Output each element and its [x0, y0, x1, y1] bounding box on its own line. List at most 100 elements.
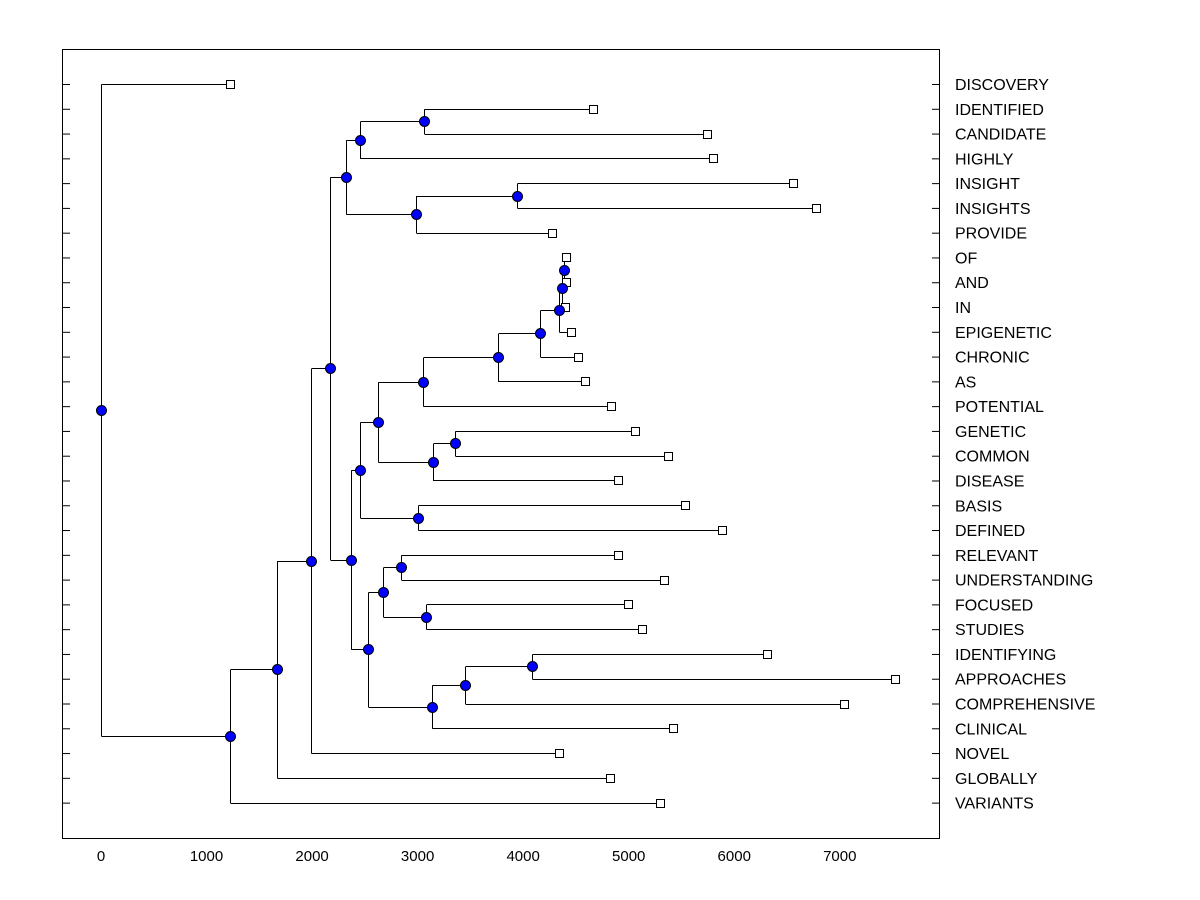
leaf-label: INSIGHTS: [955, 201, 1031, 218]
leaf-label: CANDIDATE: [955, 127, 1046, 144]
leaf-label: BASIS: [955, 498, 1002, 515]
merge-node: [421, 612, 432, 623]
merge-node: [346, 555, 357, 566]
merge-node: [225, 731, 236, 742]
merge-node: [413, 513, 424, 524]
leaf-marker: [638, 625, 647, 634]
x-tick-label: 5000: [612, 848, 645, 865]
merge-node: [306, 556, 317, 567]
merge-node: [557, 283, 568, 294]
merge-node: [396, 562, 407, 573]
merge-node: [554, 305, 565, 316]
leaf-label: NOVEL: [955, 746, 1009, 763]
leaf-markers: [226, 80, 900, 808]
leaf-label: APPROACHES: [955, 672, 1066, 689]
leaf-marker: [614, 551, 623, 560]
leaf-marker: [574, 353, 583, 362]
merge-node: [272, 664, 283, 675]
merge-node: [428, 457, 439, 468]
leaf-marker: [718, 526, 727, 535]
merge-node: [363, 644, 374, 655]
leaf-marker: [681, 501, 690, 510]
merge-node: [527, 661, 538, 672]
leaf-label: DISEASE: [955, 473, 1024, 490]
leaf-marker: [226, 80, 235, 89]
leaf-marker: [664, 452, 673, 461]
merge-node: [418, 377, 429, 388]
leaf-marker: [555, 749, 564, 758]
leaf-label: IDENTIFYING: [955, 647, 1056, 664]
leaf-label: POTENTIAL: [955, 399, 1044, 416]
leaf-marker: [703, 130, 712, 139]
leaf-marker: [656, 799, 665, 808]
branches: [101, 84, 896, 804]
leaf-label: AS: [955, 374, 976, 391]
merge-node: [493, 352, 504, 363]
leaf-label: HIGHLY: [955, 151, 1014, 168]
merge-node: [460, 680, 471, 691]
leaf-marker: [660, 576, 669, 585]
leaf-label: AND: [955, 275, 989, 292]
merge-node: [450, 438, 461, 449]
leaf-label: INSIGHT: [955, 176, 1020, 193]
leaf-marker: [789, 179, 798, 188]
merge-node: [373, 417, 384, 428]
leaf-label: DISCOVERY: [955, 77, 1049, 94]
x-tick-label: 7000: [823, 848, 856, 865]
leaf-marker: [607, 402, 616, 411]
leaf-label: EPIGENETIC: [955, 325, 1052, 342]
leaf-marker: [840, 700, 849, 709]
merge-node: [427, 702, 438, 713]
merge-node: [325, 363, 336, 374]
merge-node: [559, 265, 570, 276]
x-axis: 0 1000 2000 3000 4000 5000 6000 7000: [97, 848, 857, 865]
x-tick-label: 2000: [295, 848, 328, 865]
leaf-marker: [614, 476, 623, 485]
leaf-label: IN: [955, 300, 971, 317]
leaf-label: UNDERSTANDING: [955, 573, 1093, 590]
leaf-label: CHRONIC: [955, 350, 1030, 367]
leaf-marker: [606, 774, 615, 783]
leaf-label: COMPREHENSIVE: [955, 697, 1095, 714]
leaf-marker: [548, 229, 557, 238]
leaf-label: PROVIDE: [955, 226, 1027, 243]
leaf-label: IDENTIFIED: [955, 102, 1044, 119]
leaf-marker: [763, 650, 772, 659]
plot-frame: [62, 49, 940, 839]
leaf-marker: [812, 204, 821, 213]
leaf-labels: DISCOVERY IDENTIFIED CANDIDATE HIGHLY INSIGH…: [955, 77, 1095, 813]
leaf-marker: [567, 328, 576, 337]
leaf-marker: [562, 253, 571, 262]
leaf-marker: [669, 724, 678, 733]
leaf-label: COMMON: [955, 449, 1030, 466]
x-tick-label: 6000: [718, 848, 751, 865]
leaf-label: VARIANTS: [955, 796, 1034, 813]
y-tick-marks: [63, 84, 939, 804]
x-tick-label: 1000: [190, 848, 223, 865]
leaf-label: GENETIC: [955, 424, 1026, 441]
merge-node: [378, 587, 389, 598]
merge-node: [419, 116, 430, 127]
merge-node: [512, 191, 523, 202]
leaf-marker: [624, 600, 633, 609]
leaf-label: RELEVANT: [955, 548, 1039, 565]
x-tick-label: 4000: [506, 848, 539, 865]
leaf-marker: [589, 105, 598, 114]
merge-nodes: [96, 116, 570, 742]
leaf-marker: [709, 154, 718, 163]
leaf-marker: [891, 675, 900, 684]
merge-node: [535, 328, 546, 339]
leaf-label: DEFINED: [955, 523, 1025, 540]
merge-node: [341, 172, 352, 183]
merge-node: [355, 135, 366, 146]
leaf-label: OF: [955, 250, 977, 267]
leaf-label: CLINICAL: [955, 721, 1027, 738]
leaf-label: FOCUSED: [955, 597, 1033, 614]
x-tick-label: 0: [97, 848, 105, 865]
x-tick-label: 3000: [401, 848, 434, 865]
leaf-label: STUDIES: [955, 622, 1024, 639]
leaf-marker: [631, 427, 640, 436]
leaf-marker: [581, 377, 590, 386]
merge-node: [355, 465, 366, 476]
